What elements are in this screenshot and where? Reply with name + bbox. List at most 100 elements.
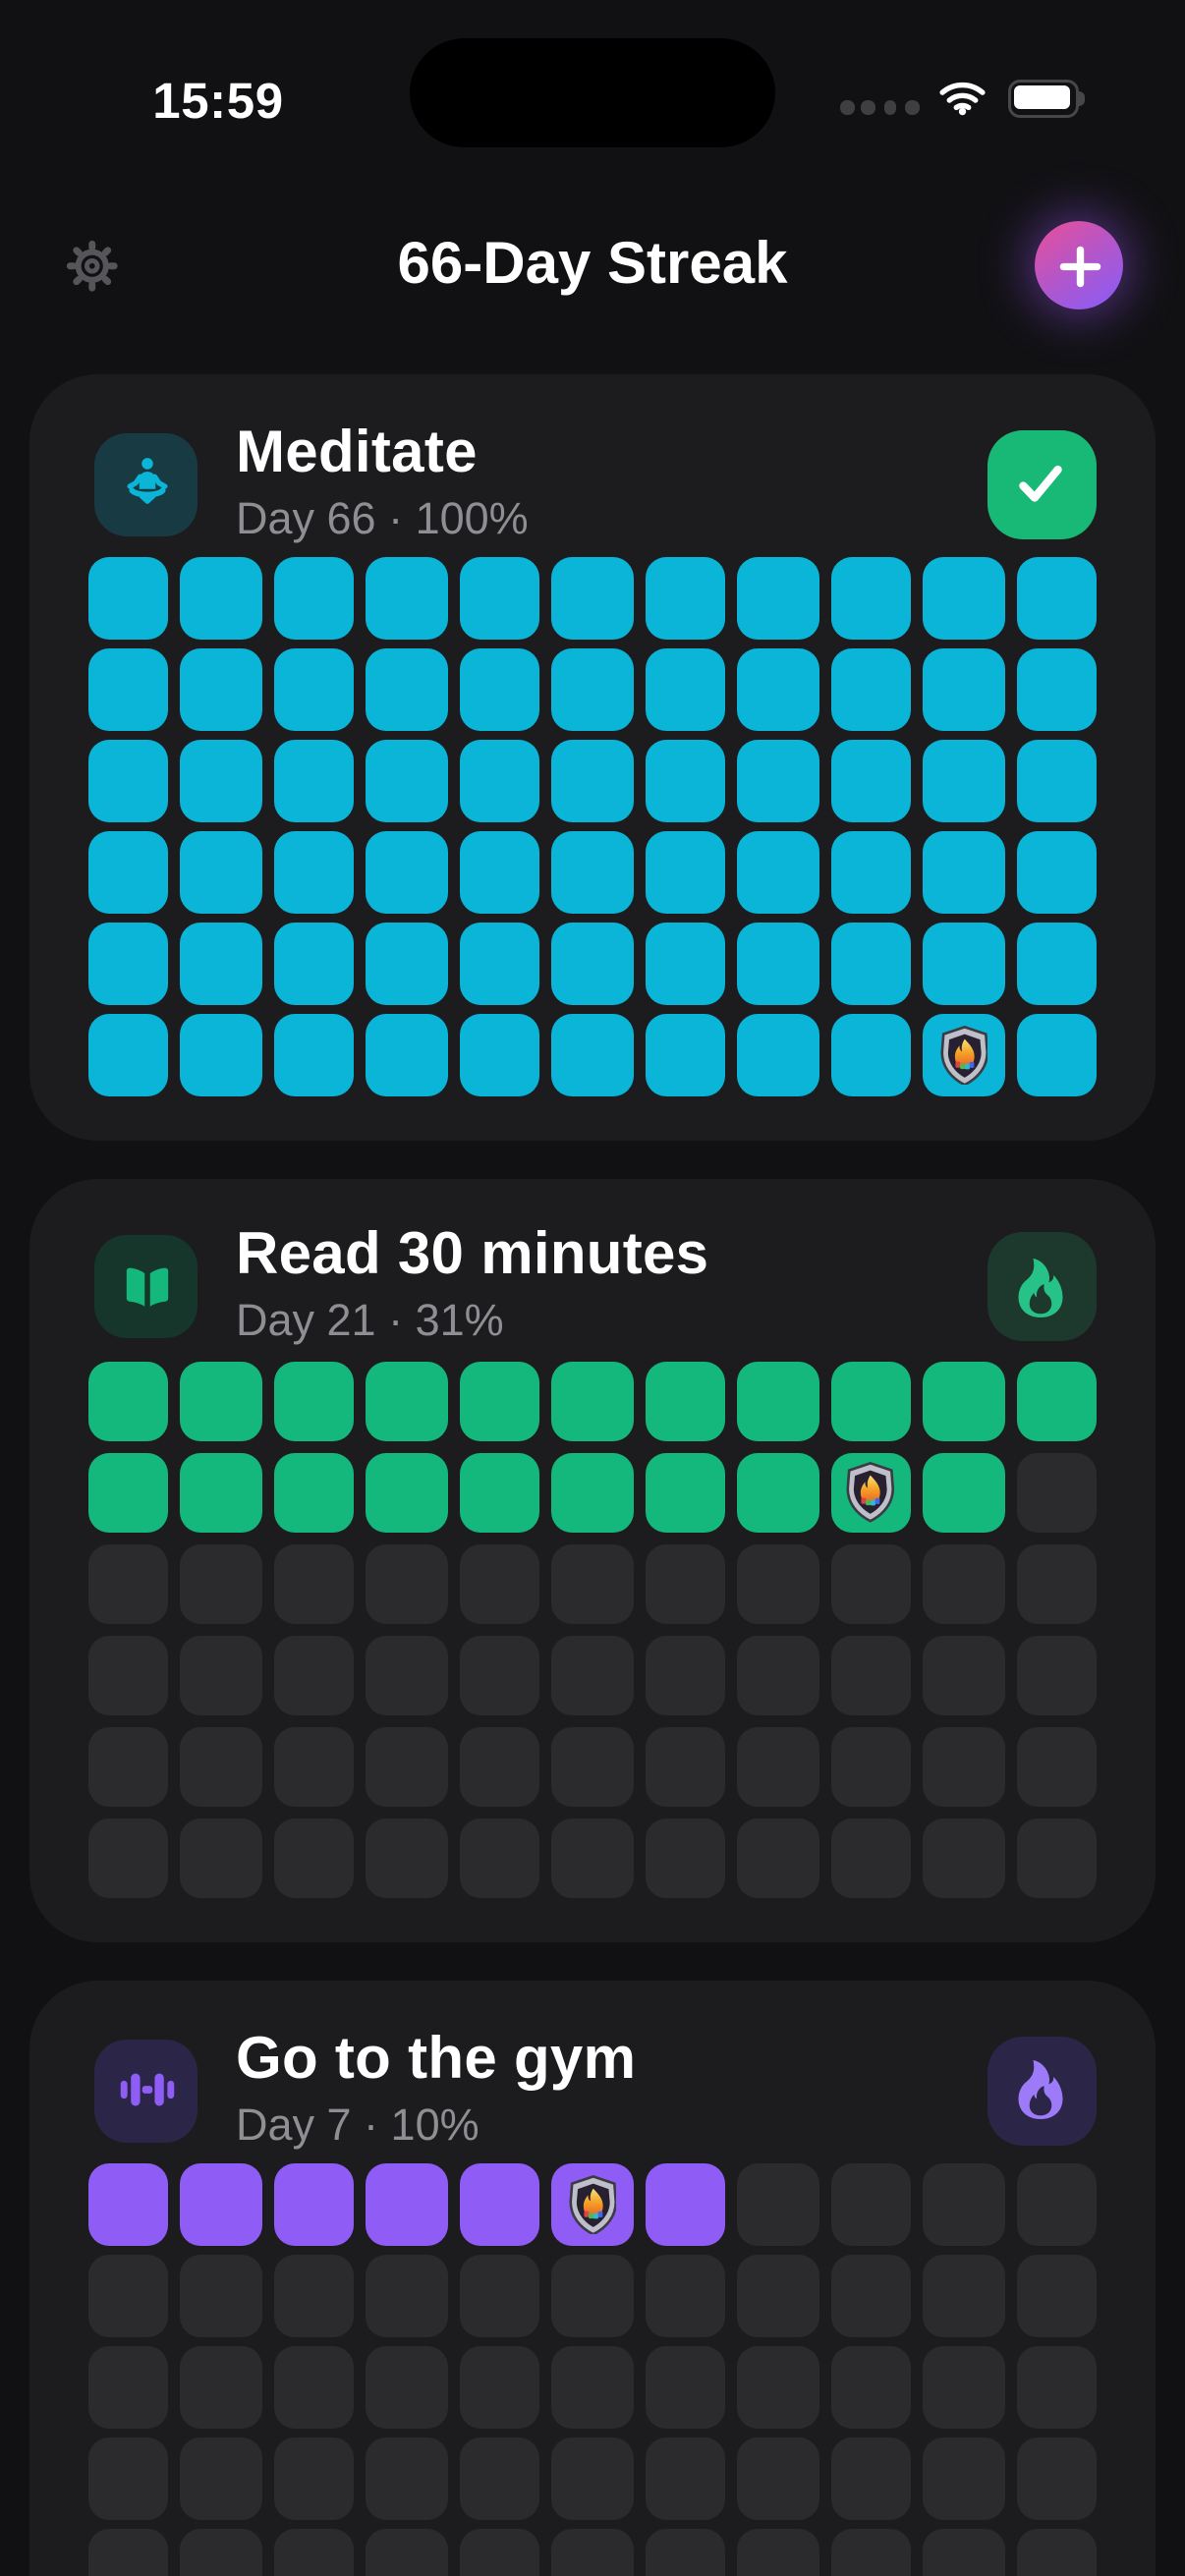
settings-button[interactable] bbox=[47, 221, 136, 309]
day-cell bbox=[459, 648, 540, 730]
streak-flame-button[interactable] bbox=[986, 1232, 1096, 1341]
day-cell bbox=[737, 831, 819, 913]
day-cell bbox=[737, 648, 819, 730]
day-cell bbox=[830, 648, 913, 730]
day-cell bbox=[86, 740, 169, 821]
day-cell bbox=[272, 923, 355, 1004]
day-cell bbox=[737, 1725, 819, 1807]
day-cell bbox=[180, 923, 261, 1004]
day-cell bbox=[180, 2255, 261, 2336]
day-cell bbox=[1016, 923, 1099, 1004]
day-cell bbox=[1016, 1817, 1099, 1898]
day-cell bbox=[645, 2255, 726, 2336]
streak-flame-button[interactable] bbox=[986, 2035, 1096, 2145]
habit-progress-subtitle: Day 66 · 100% bbox=[236, 493, 529, 544]
day-cell bbox=[272, 2346, 355, 2428]
day-cell bbox=[1016, 2346, 1099, 2428]
day-cell bbox=[86, 923, 169, 1004]
day-cell bbox=[645, 2437, 726, 2519]
day-cell bbox=[180, 1634, 261, 1715]
day-cell bbox=[551, 2255, 634, 2336]
day-cell bbox=[737, 2163, 819, 2245]
day-cell bbox=[645, 923, 726, 1004]
day-cell bbox=[737, 1542, 819, 1624]
day-cell bbox=[180, 1014, 261, 1095]
day-cell bbox=[830, 2529, 913, 2576]
wifi-icon bbox=[939, 82, 986, 116]
day-cell bbox=[180, 557, 261, 639]
day-cell bbox=[366, 740, 448, 821]
habit-card-header: Go to the gym Day 7 · 10% bbox=[87, 2022, 1099, 2157]
habit-card-read[interactable]: Read 30 minutes Day 21 · 31% bbox=[29, 1177, 1156, 1942]
day-cell bbox=[551, 2529, 634, 2576]
day-cell bbox=[86, 557, 169, 639]
day-cell bbox=[86, 2529, 169, 2576]
day-cell bbox=[551, 648, 634, 730]
day-cell bbox=[86, 1014, 169, 1095]
day-cell bbox=[645, 2163, 726, 2245]
day-cell bbox=[645, 1014, 726, 1095]
habit-card-gym[interactable]: Go to the gym Day 7 · 10% bbox=[29, 1981, 1156, 2576]
day-cell bbox=[459, 2437, 540, 2519]
book-icon bbox=[94, 1235, 198, 1338]
day-cell bbox=[830, 2163, 913, 2245]
day-cell bbox=[924, 2529, 1005, 2576]
day-cell bbox=[366, 831, 448, 913]
battery-full-icon bbox=[1006, 78, 1087, 117]
streak-shield-icon bbox=[568, 2173, 617, 2234]
habit-card-meditate[interactable]: Meditate Day 66 · 100% bbox=[29, 374, 1156, 1140]
day-cell bbox=[86, 1634, 169, 1715]
day-cell bbox=[551, 923, 634, 1004]
day-cell bbox=[86, 831, 169, 913]
day-cell bbox=[272, 1634, 355, 1715]
day-cell bbox=[1016, 2529, 1099, 2576]
day-cell bbox=[924, 1725, 1005, 1807]
day-cell bbox=[180, 1451, 261, 1533]
day-cell bbox=[737, 1360, 819, 1441]
day-cell bbox=[551, 1634, 634, 1715]
day-cell bbox=[180, 2437, 261, 2519]
status-icons bbox=[839, 77, 1087, 117]
day-cell bbox=[459, 2529, 540, 2576]
day-cell bbox=[272, 1360, 355, 1441]
day-cell bbox=[180, 1360, 261, 1441]
day-cell bbox=[551, 1542, 634, 1624]
day-cell bbox=[272, 557, 355, 639]
status-bar: 15:59 bbox=[0, 0, 1185, 174]
day-cell bbox=[830, 2437, 913, 2519]
day-cell bbox=[737, 2255, 819, 2336]
page-header: 66-Day Streak bbox=[0, 200, 1185, 330]
day-cell bbox=[924, 923, 1005, 1004]
day-cell bbox=[924, 831, 1005, 913]
habit-title: Go to the gym bbox=[236, 2026, 637, 2092]
day-cell bbox=[830, 740, 913, 821]
day-cell bbox=[737, 2529, 819, 2576]
day-cell bbox=[180, 1817, 261, 1898]
day-cell bbox=[180, 2346, 261, 2428]
day-cell bbox=[272, 1014, 355, 1095]
day-cell bbox=[551, 1451, 634, 1533]
day-cell bbox=[459, 923, 540, 1004]
complete-check-button[interactable] bbox=[986, 428, 1096, 538]
day-cell bbox=[366, 1634, 448, 1715]
day-cell bbox=[830, 1014, 913, 1095]
day-cell bbox=[86, 1725, 169, 1807]
habit-title: Read 30 minutes bbox=[236, 1223, 709, 1288]
day-cell bbox=[459, 1634, 540, 1715]
day-cell bbox=[180, 1542, 261, 1624]
day-cell bbox=[1016, 1725, 1099, 1807]
day-cell bbox=[645, 740, 726, 821]
day-cell bbox=[180, 740, 261, 821]
day-cell bbox=[366, 2529, 448, 2576]
day-cell bbox=[830, 1634, 913, 1715]
day-cell bbox=[459, 831, 540, 913]
day-cell bbox=[551, 1725, 634, 1807]
day-cell bbox=[366, 648, 448, 730]
day-cell bbox=[551, 1014, 634, 1095]
day-cell bbox=[737, 1451, 819, 1533]
add-habit-button[interactable] bbox=[1035, 221, 1123, 309]
day-cell bbox=[366, 2437, 448, 2519]
day-cell bbox=[737, 923, 819, 1004]
day-cell bbox=[366, 923, 448, 1004]
